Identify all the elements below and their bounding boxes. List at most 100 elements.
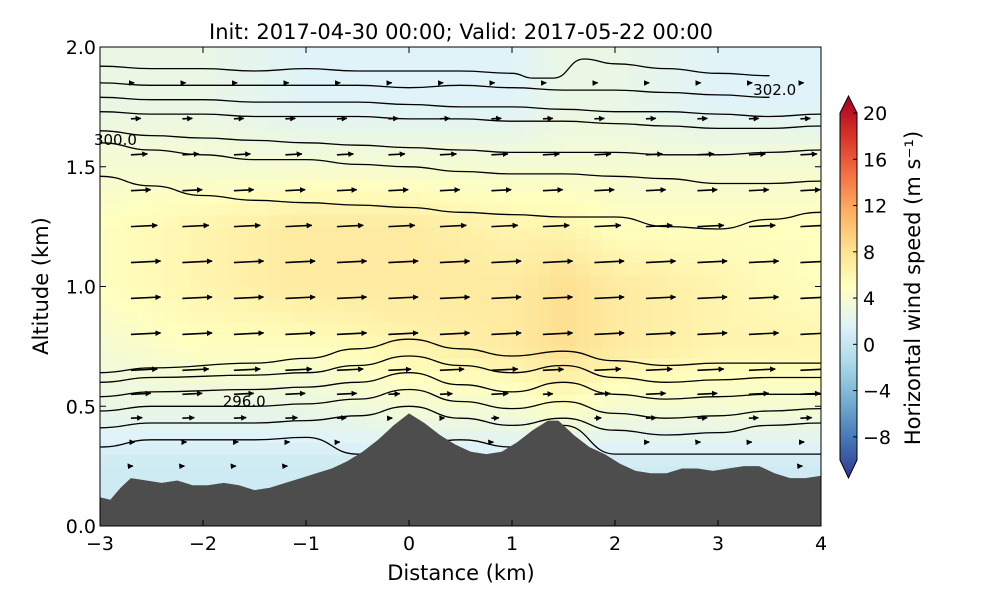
field-cell bbox=[563, 382, 577, 395]
field-cell bbox=[782, 190, 796, 204]
field-cell bbox=[795, 322, 809, 335]
field-cell bbox=[550, 130, 565, 144]
field-cell bbox=[138, 70, 153, 84]
field-cell bbox=[512, 118, 526, 132]
wind-arrow bbox=[748, 222, 776, 229]
wind-arrow bbox=[542, 294, 574, 301]
field-cell bbox=[331, 106, 346, 120]
field-cell bbox=[589, 130, 603, 144]
field-cell bbox=[151, 262, 165, 276]
field-cell bbox=[434, 190, 449, 204]
field-cell bbox=[164, 190, 178, 204]
field-cell bbox=[795, 274, 809, 288]
field-cell bbox=[434, 106, 449, 120]
field-cell bbox=[473, 190, 487, 204]
field-cell bbox=[576, 250, 590, 264]
field-cell bbox=[254, 250, 268, 264]
field-cell bbox=[666, 406, 680, 419]
field-cell bbox=[808, 358, 821, 371]
field-cell bbox=[640, 322, 655, 335]
field-cell bbox=[537, 94, 552, 108]
field-cell bbox=[705, 310, 719, 324]
field-cell bbox=[524, 47, 539, 60]
field-cell bbox=[679, 178, 693, 192]
field-cell bbox=[177, 394, 191, 407]
field-cell bbox=[808, 442, 821, 455]
field-cell bbox=[267, 262, 281, 276]
field-cell bbox=[267, 202, 281, 216]
field-cell bbox=[125, 286, 140, 300]
field-cell bbox=[125, 358, 140, 371]
field-cell bbox=[215, 58, 230, 72]
field-cell bbox=[705, 322, 719, 335]
field-cell bbox=[589, 82, 603, 96]
field-cell bbox=[512, 274, 526, 288]
field-cell bbox=[782, 130, 796, 144]
field-cell bbox=[318, 238, 333, 252]
wind-arrow bbox=[645, 151, 663, 158]
field-cell bbox=[100, 70, 114, 84]
field-cell bbox=[190, 298, 204, 312]
field-cell bbox=[215, 370, 230, 383]
field-cell bbox=[177, 118, 191, 132]
field-cell bbox=[344, 142, 359, 156]
field-cell bbox=[602, 322, 616, 335]
field-cell bbox=[653, 142, 668, 156]
field-cell bbox=[318, 442, 333, 455]
field-cell bbox=[151, 406, 165, 419]
wind-arrow bbox=[285, 187, 306, 193]
field-cell bbox=[241, 58, 256, 72]
field-cell bbox=[473, 442, 487, 455]
field-cell bbox=[615, 370, 629, 383]
field-cell bbox=[177, 334, 191, 347]
field-cell bbox=[537, 70, 552, 84]
field-cell bbox=[190, 238, 204, 252]
field-cell bbox=[524, 406, 539, 419]
field-cell bbox=[756, 238, 771, 252]
field-cell bbox=[524, 190, 539, 204]
field-cell bbox=[808, 226, 821, 240]
field-cell bbox=[627, 322, 642, 335]
field-cell bbox=[499, 346, 513, 359]
field-cell bbox=[615, 238, 629, 252]
field-cell bbox=[409, 82, 423, 96]
field-cell bbox=[306, 58, 320, 72]
field-cell bbox=[782, 430, 796, 443]
field-cell bbox=[653, 250, 668, 264]
field-cell bbox=[306, 310, 320, 324]
isentrope-12 bbox=[100, 58, 770, 79]
field-cell bbox=[447, 394, 462, 407]
wind-arrow bbox=[542, 366, 565, 373]
field-cell bbox=[396, 70, 410, 84]
field-cell bbox=[434, 238, 449, 252]
field-cell bbox=[177, 358, 191, 371]
field-cell bbox=[280, 370, 294, 383]
field-cell bbox=[293, 226, 307, 240]
field-cell bbox=[306, 106, 320, 120]
field-cell bbox=[293, 250, 307, 264]
field-cell bbox=[512, 346, 526, 359]
field-cell bbox=[756, 274, 771, 288]
field-cell bbox=[718, 190, 732, 204]
field-cell bbox=[177, 310, 191, 324]
field-cell bbox=[306, 442, 320, 455]
field-cell bbox=[293, 82, 307, 96]
field-cell bbox=[730, 442, 745, 455]
field-cell bbox=[344, 298, 359, 312]
field-cell bbox=[795, 58, 809, 72]
field-cell bbox=[524, 310, 539, 324]
field-cell bbox=[164, 430, 178, 443]
field-cell bbox=[666, 47, 680, 60]
field-cell bbox=[434, 322, 449, 335]
field-cell bbox=[280, 250, 294, 264]
field-cell bbox=[782, 298, 796, 312]
field-cell bbox=[280, 118, 294, 132]
field-cell bbox=[550, 154, 565, 168]
field-cell bbox=[331, 430, 346, 443]
colorbar-tick-label-8: 8 bbox=[863, 242, 875, 264]
field-cell bbox=[679, 202, 693, 216]
field-cell bbox=[718, 430, 732, 443]
field-cell bbox=[730, 106, 745, 120]
field-cell bbox=[100, 382, 114, 395]
field-cell bbox=[112, 178, 127, 192]
